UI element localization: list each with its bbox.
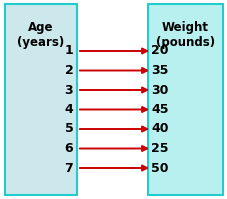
Text: Weight
(pounds): Weight (pounds) <box>155 21 214 49</box>
Text: 45: 45 <box>151 103 168 116</box>
Text: 50: 50 <box>151 162 168 175</box>
Text: 40: 40 <box>151 123 168 136</box>
Text: 35: 35 <box>151 64 168 77</box>
Text: 20: 20 <box>151 45 168 58</box>
Text: 7: 7 <box>64 162 73 175</box>
FancyBboxPatch shape <box>147 4 222 195</box>
Text: 30: 30 <box>151 84 168 97</box>
Text: 25: 25 <box>151 142 168 155</box>
Text: 1: 1 <box>64 45 73 58</box>
Text: 6: 6 <box>64 142 73 155</box>
FancyBboxPatch shape <box>5 4 77 195</box>
Text: 3: 3 <box>64 84 73 97</box>
Text: 5: 5 <box>64 123 73 136</box>
Text: Age
(years): Age (years) <box>17 21 64 49</box>
Text: 4: 4 <box>64 103 73 116</box>
Text: 2: 2 <box>64 64 73 77</box>
